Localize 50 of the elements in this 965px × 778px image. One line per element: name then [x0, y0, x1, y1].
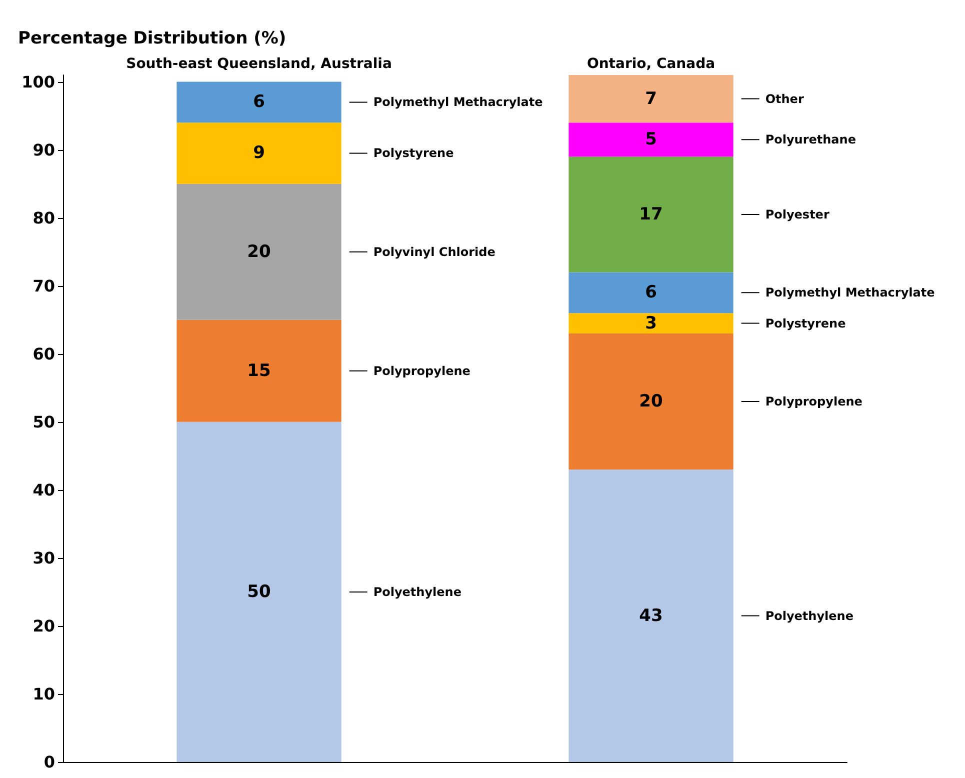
- bar: [568, 156, 734, 272]
- y-tick-label: 0: [44, 752, 55, 772]
- data-label: 50: [247, 582, 271, 602]
- text: Polyethylene: [373, 584, 462, 599]
- data-label: 7: [645, 88, 657, 109]
- data-label: 6: [645, 282, 657, 303]
- text: Polystyrene: [765, 316, 846, 330]
- text: Polyethylene: [765, 608, 854, 623]
- bar: [568, 470, 734, 762]
- bar: [568, 313, 734, 334]
- y-tick-label: 40: [32, 480, 55, 500]
- y-tick-label: 10: [32, 684, 55, 704]
- y-tick-label: 60: [32, 344, 55, 364]
- text: Polystyrene: [373, 146, 454, 160]
- bar: [568, 122, 734, 157]
- y-tick-label: 20: [32, 616, 55, 636]
- y-tick-label: 50: [32, 412, 55, 432]
- bar: [568, 75, 734, 123]
- text: Polypropylene: [765, 394, 862, 408]
- y-tick-label: 80: [32, 208, 55, 228]
- x-tick-label: South-east Queensland, Australia: [126, 56, 392, 72]
- data-label: 43: [639, 606, 663, 626]
- x-tick-label: Ontario, Canada: [586, 56, 716, 72]
- bar: [568, 272, 734, 314]
- text: Polymethyl Methacrylate: [765, 286, 935, 300]
- bar: [176, 184, 342, 320]
- bar: [176, 82, 342, 123]
- y-axis-title: Percentage Distribution (%): [18, 28, 286, 48]
- text: Polyester: [765, 207, 830, 222]
- text: Other: [765, 92, 804, 106]
- text: Polyvinyl Chloride: [373, 244, 496, 259]
- y-tick-label: 90: [32, 140, 55, 160]
- data-label: 17: [639, 204, 663, 224]
- data-label: 6: [253, 92, 265, 112]
- text: Polymethyl Methacrylate: [373, 95, 543, 110]
- y-tick-label: 70: [32, 276, 55, 296]
- y-tick-label: 100: [22, 72, 55, 92]
- bar: [176, 422, 342, 762]
- data-label: 20: [639, 391, 663, 412]
- y-tick-label: 30: [32, 548, 55, 568]
- bar: [176, 320, 342, 422]
- text: Polyurethane: [765, 132, 856, 147]
- data-label: 9: [253, 143, 265, 164]
- bar: [568, 333, 734, 470]
- data-label: 15: [247, 360, 271, 381]
- bar: [176, 122, 342, 184]
- data-label: 3: [645, 313, 657, 334]
- text: Polypropylene: [373, 364, 470, 378]
- data-label: 20: [247, 242, 271, 262]
- data-label: 5: [645, 130, 657, 150]
